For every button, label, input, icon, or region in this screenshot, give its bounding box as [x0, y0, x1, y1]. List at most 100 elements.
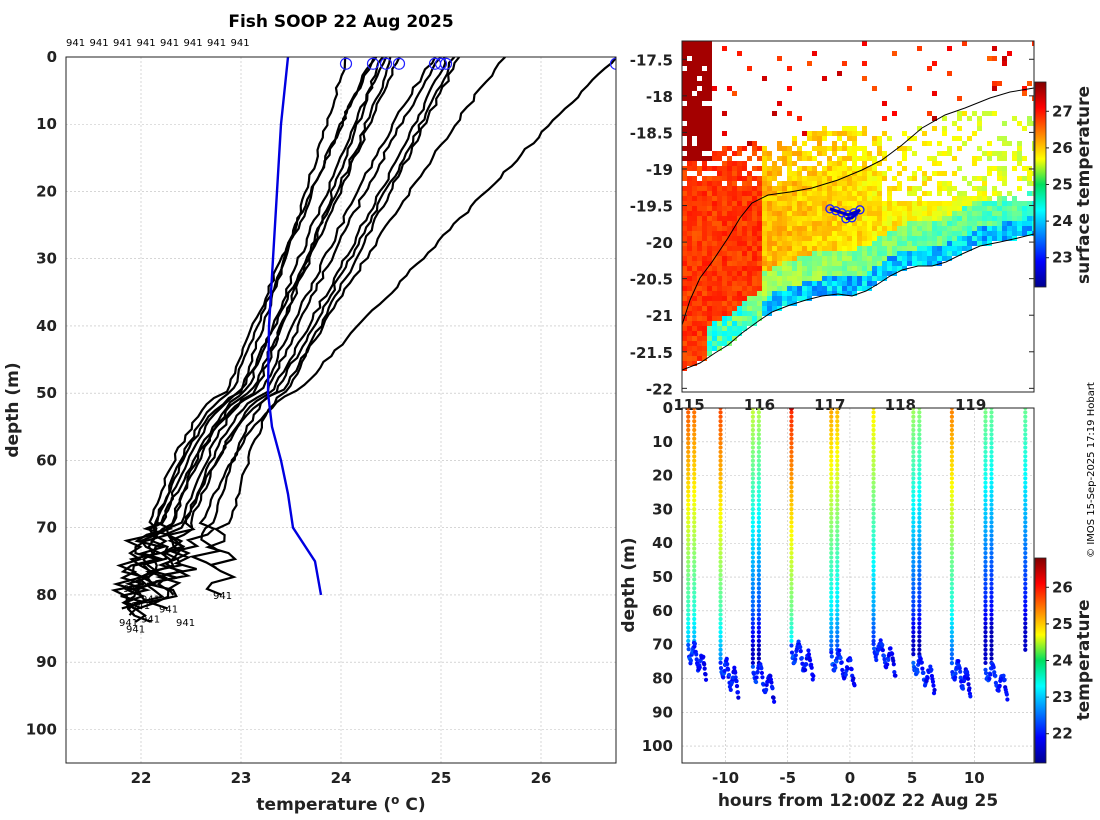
temperature-sample — [852, 683, 857, 688]
temperature-sample — [917, 528, 922, 534]
sst-pixel — [737, 221, 742, 226]
sst-pixel — [742, 296, 747, 301]
sst-pixel — [692, 296, 697, 301]
temperature-sample — [807, 658, 813, 663]
temperature-sample — [789, 419, 794, 424]
sst-pixel — [772, 241, 777, 246]
sst-pixel — [892, 51, 897, 56]
sst-pixel — [812, 251, 817, 256]
sst-pixel — [997, 236, 1002, 241]
sst-pixel — [877, 136, 882, 141]
temperature-sample — [949, 550, 955, 556]
sst-pixel — [997, 171, 1002, 176]
sst-pixel — [722, 191, 727, 196]
sst-pixel — [777, 211, 782, 216]
temperature-sample — [871, 616, 876, 622]
sst-pixel — [757, 156, 762, 161]
temperature-sample — [834, 659, 839, 664]
temperature-sample — [983, 667, 988, 672]
temperature-sample — [949, 608, 955, 613]
sst-pixel — [692, 261, 697, 266]
sst-pixel — [782, 211, 787, 216]
sst-pixel — [722, 261, 727, 266]
temperature-sample — [911, 414, 916, 419]
sst-pixel — [897, 241, 902, 246]
sst-pixel — [972, 236, 977, 241]
sst-pixel — [887, 166, 892, 171]
temperature-sample — [756, 581, 761, 586]
sst-pixel — [927, 191, 932, 196]
temperature-sample — [949, 621, 955, 626]
sst-pixel — [992, 186, 997, 191]
sst-pixel — [902, 211, 907, 216]
sst-pixel — [927, 251, 932, 256]
temperature-sample — [829, 555, 834, 560]
sst-pixel — [842, 256, 847, 261]
temperature-sample — [829, 414, 834, 419]
temperature-sample — [756, 511, 761, 516]
sst-pixel — [742, 216, 747, 221]
sst-pixel — [702, 261, 707, 266]
map-lat-tick-label: -22 — [646, 380, 673, 398]
sst-pixel — [917, 236, 922, 241]
sst-pixel — [857, 241, 862, 246]
sst-pixel — [852, 221, 857, 226]
temperature-sample — [750, 625, 755, 630]
temperature-sample — [911, 550, 916, 556]
temperature-sample — [983, 581, 988, 586]
sst-pixel — [757, 306, 762, 311]
sst-pixel — [982, 231, 987, 236]
surface-marker — [366, 57, 380, 70]
sst-pixel — [687, 361, 692, 366]
sst-pixel — [902, 221, 907, 226]
sst-pixel — [687, 281, 692, 286]
sst-pixel — [892, 266, 897, 271]
temperature-sample — [1005, 697, 1010, 702]
sst-pixel — [727, 316, 732, 321]
sst-pixel — [782, 256, 787, 261]
temperature-sample — [829, 546, 834, 551]
sst-pixel — [807, 281, 812, 286]
temperature-sample — [1023, 542, 1028, 547]
temperature-sample — [911, 515, 916, 520]
sst-pixel — [732, 91, 737, 96]
temperature-sample — [686, 599, 691, 604]
sst-pixel — [832, 171, 837, 176]
sst-pixel — [832, 216, 837, 221]
temperature-sample — [771, 695, 776, 700]
sst-pixel — [687, 276, 692, 281]
temperature-sample — [911, 625, 916, 630]
temperature-sample — [692, 489, 697, 494]
sst-pixel — [767, 276, 772, 281]
sst-pixel — [777, 231, 782, 236]
sst-pixel — [717, 276, 722, 281]
sst-pixel — [832, 161, 837, 166]
sst-pixel — [1007, 201, 1012, 206]
time-depth-y-tick-label: 20 — [652, 467, 673, 485]
sst-pixel — [957, 136, 962, 141]
sst-pixel — [682, 226, 687, 231]
temperature-sample — [686, 528, 691, 534]
sst-pixel — [752, 291, 757, 296]
sst-pixel — [927, 236, 932, 241]
sst-pixel — [737, 251, 742, 256]
sst-pixel — [717, 151, 722, 156]
sst-pixel — [822, 206, 827, 211]
sst-pixel — [932, 221, 937, 226]
sst-pixel — [692, 51, 697, 56]
sst-pixel — [887, 226, 892, 231]
coastline — [682, 233, 1034, 371]
temperature-sample — [1023, 506, 1028, 512]
sst-pixel — [842, 271, 847, 276]
sst-pixel — [732, 261, 737, 266]
sst-pixel — [687, 316, 692, 321]
sst-pixel — [872, 271, 877, 276]
sst-pixel — [842, 266, 847, 271]
sst-pixel — [757, 291, 762, 296]
temperature-sample — [1023, 476, 1028, 481]
sst-pixel — [717, 206, 722, 211]
profile-end-label: 941 — [141, 614, 160, 625]
temperature-sample — [829, 515, 834, 520]
temperature-sample — [911, 476, 916, 481]
sst-pixel — [762, 266, 767, 271]
